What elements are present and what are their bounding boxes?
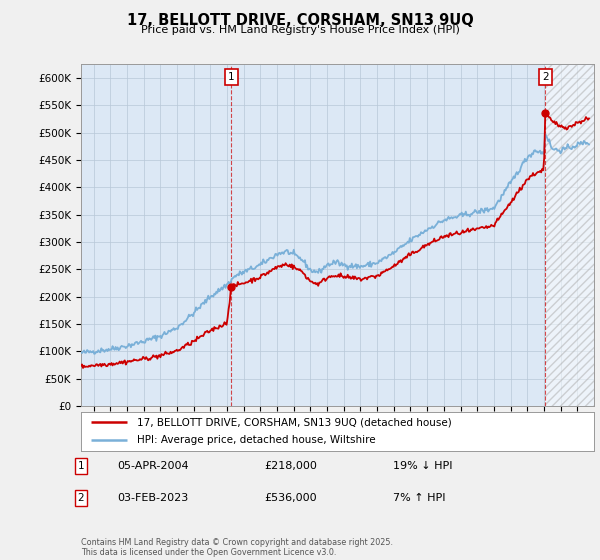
Text: 19% ↓ HPI: 19% ↓ HPI	[393, 461, 452, 471]
Text: 17, BELLOTT DRIVE, CORSHAM, SN13 9UQ: 17, BELLOTT DRIVE, CORSHAM, SN13 9UQ	[127, 13, 473, 28]
Text: Price paid vs. HM Land Registry's House Price Index (HPI): Price paid vs. HM Land Registry's House …	[140, 25, 460, 35]
Text: 17, BELLOTT DRIVE, CORSHAM, SN13 9UQ (detached house): 17, BELLOTT DRIVE, CORSHAM, SN13 9UQ (de…	[137, 417, 452, 427]
Text: £218,000: £218,000	[264, 461, 317, 471]
Text: Contains HM Land Registry data © Crown copyright and database right 2025.
This d: Contains HM Land Registry data © Crown c…	[81, 538, 393, 557]
Bar	[545, 64, 594, 406]
Text: 2: 2	[542, 72, 548, 82]
Text: £536,000: £536,000	[264, 493, 317, 503]
Text: 7% ↑ HPI: 7% ↑ HPI	[393, 493, 445, 503]
Text: 05-APR-2004: 05-APR-2004	[117, 461, 188, 471]
Text: 1: 1	[228, 72, 235, 82]
Text: 03-FEB-2023: 03-FEB-2023	[117, 493, 188, 503]
Text: 2: 2	[77, 493, 85, 503]
Bar	[545, 64, 594, 406]
Text: HPI: Average price, detached house, Wiltshire: HPI: Average price, detached house, Wilt…	[137, 435, 376, 445]
Text: 1: 1	[77, 461, 85, 471]
